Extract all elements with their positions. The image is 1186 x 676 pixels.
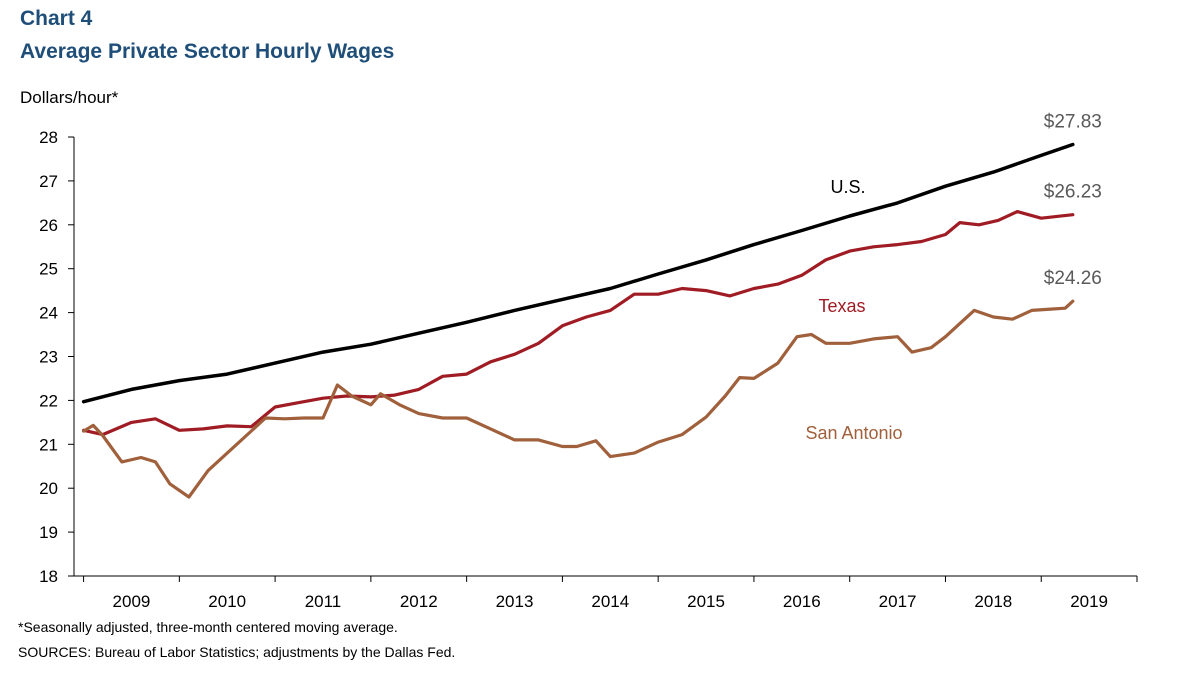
y-tick-label: 25 [39,260,58,279]
y-tick-label: 22 [39,391,58,410]
x-tick-label: 2016 [783,592,821,611]
x-tick-label: 2012 [400,592,438,611]
chart-axes: 18 19 20 21 22 23 24 25 26 27 28 2009 2010 2011 2012 20… [39,128,1138,611]
series-line-san-antonio [81,299,1075,499]
x-tick-label: 2013 [496,592,534,611]
x-tick-label: 2011 [305,592,342,611]
x-tick-label: 2019 [1070,592,1108,611]
end-value-label: $26.23 [1044,182,1102,203]
y-tick-label: 21 [39,435,58,454]
y-tick-label: 24 [39,304,58,323]
y-axis-unit-label: Dollars/hour* [20,88,119,107]
series-label-u-s-: U.S. [830,177,865,197]
series-label-texas: Texas [818,296,865,316]
end-value-label: $24.26 [1044,268,1102,289]
y-tick-label: 26 [39,216,58,235]
y-tick-label: 20 [39,479,58,498]
series-labels: U.S. Texas San Antonio $27.83 $26.23 $24.26 [805,111,1101,443]
y-tick-label: 18 [39,567,58,586]
y-tick-label: 28 [39,128,58,147]
x-tick-label: 2017 [879,592,917,611]
y-tick-label: 23 [39,348,58,367]
x-tick-label: 2015 [687,592,725,611]
x-tick-label: 2014 [591,592,629,611]
chart-series [81,142,1075,499]
y-tick-label: 19 [39,523,58,542]
series-line-texas [81,210,1075,437]
x-tick-label: 2009 [113,592,151,611]
sources-note: SOURCES: Bureau of Labor Statistics; adj… [18,644,456,660]
y-tick-label: 27 [39,172,58,191]
chart-title: Average Private Sector Hourly Wages [20,40,395,63]
end-value-label: $27.83 [1044,111,1102,132]
x-tick-label: 2018 [974,592,1012,611]
chart-number: Chart 4 [20,7,93,30]
footnote: *Seasonally adjusted, three-month center… [18,619,398,635]
series-label-san-antonio: San Antonio [805,423,902,443]
x-tick-label: 2010 [208,592,246,611]
series-line-u-s- [81,142,1075,404]
